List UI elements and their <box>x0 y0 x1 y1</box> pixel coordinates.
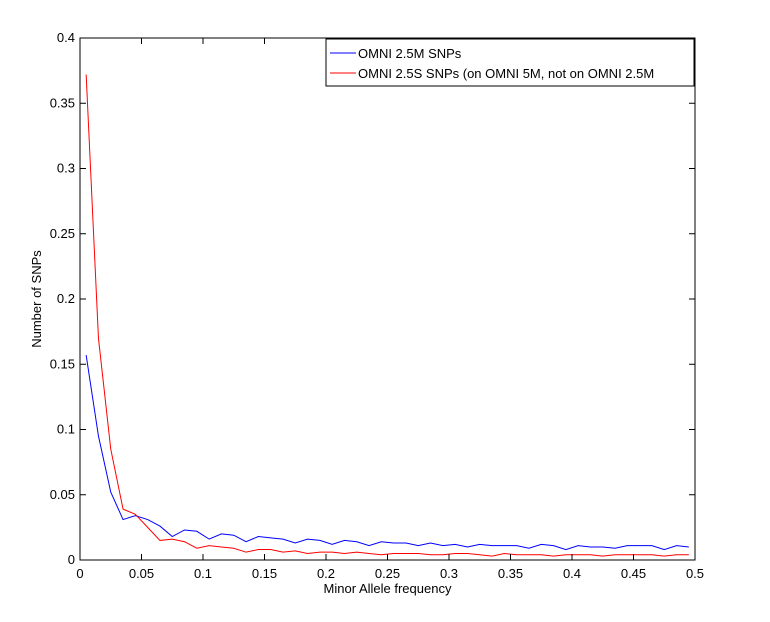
legend-box <box>325 38 695 87</box>
y-tick-label: 0.1 <box>57 422 75 437</box>
y-tick-label: 0.05 <box>50 487 75 502</box>
x-tick-label: 0.5 <box>686 566 704 581</box>
legend: OMNI 2.5M SNPs OMNI 2.5S SNPs (on OMNI 5M… <box>325 38 695 87</box>
x-tick-label: 0.1 <box>194 566 212 581</box>
legend-label-2: OMNI 2.5S SNPs (on OMNI 5M, not on OMNI … <box>358 66 654 81</box>
y-tick-label: 0 <box>68 552 75 567</box>
x-tick-label: 0.45 <box>621 566 646 581</box>
series-line-1 <box>85 355 689 551</box>
legend-label-1: OMNI 2.5M SNPs <box>358 46 462 61</box>
y-axis-label: Number of SNPs <box>29 250 44 348</box>
x-tick-label: 0.35 <box>498 566 523 581</box>
y-tick-label: 0.4 <box>57 30 75 45</box>
x-tick-label: 0.05 <box>129 566 154 581</box>
y-tick-label: 0.3 <box>57 161 75 176</box>
x-tick-label: 0.25 <box>375 566 400 581</box>
x-tick-label: 0.2 <box>317 566 335 581</box>
axes: 0 0.05 0.1 0.15 0.2 0.25 0.3 0.35 0.4 0.45 0.5 0 0.0… <box>50 30 704 581</box>
x-tick-label: 0.3 <box>440 566 458 581</box>
y-tick-label: 0.2 <box>57 291 75 306</box>
y-tick-label: 0.25 <box>50 226 75 241</box>
x-tick-label: 0.4 <box>563 566 581 581</box>
y-tick-label: 0.15 <box>50 356 75 371</box>
y-tick-label: 0.35 <box>50 95 75 110</box>
x-tick-label: 0 <box>76 566 83 581</box>
x-axis-label: Minor Allele frequency <box>324 581 452 596</box>
x-tick-label: 0.15 <box>252 566 277 581</box>
